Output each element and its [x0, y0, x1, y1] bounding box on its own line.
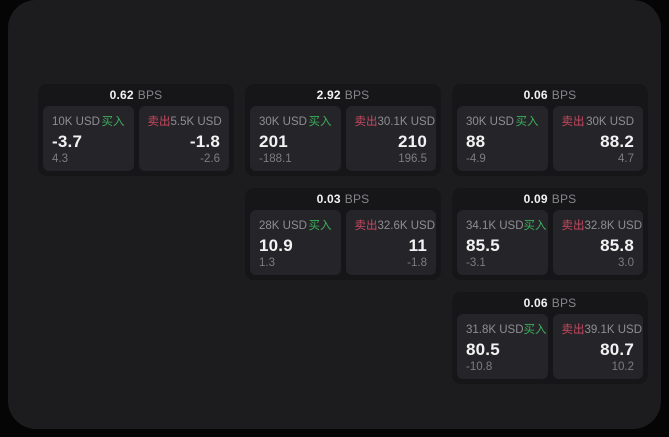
- card-header: 2.92 BPS: [250, 84, 436, 106]
- sell-amount: 5.5K USD: [170, 116, 222, 128]
- buy-panel[interactable]: 34.1K USD 买入 85.5 -3.1: [457, 210, 548, 275]
- bps-unit-label: BPS: [551, 296, 577, 310]
- sell-delta: 196.5: [398, 152, 427, 165]
- bps-value: 0.62: [109, 88, 134, 102]
- buy-delta: 4.3: [52, 152, 68, 165]
- buy-panel[interactable]: 10K USD 买入 -3.7 4.3: [43, 106, 134, 171]
- sell-side-label: 卖出: [561, 220, 585, 232]
- buy-delta: 1.3: [259, 256, 275, 269]
- buy-amount: 10K USD: [52, 116, 100, 128]
- price-panels: 30K USD 买入 88 -4.9 卖出 30K USD 88.2 4.7: [457, 106, 643, 171]
- card-header: 0.06 BPS: [457, 292, 643, 314]
- buy-price: 88: [466, 131, 486, 151]
- buy-amount: 30K USD: [466, 116, 514, 128]
- buy-panel[interactable]: 28K USD 买入 10.9 1.3: [250, 210, 341, 275]
- sell-price: 80.7: [600, 339, 634, 359]
- price-panels: 28K USD 买入 10.9 1.3 卖出 32.6K USD 11 -1.8: [250, 210, 436, 275]
- sell-panel[interactable]: 卖出 32.8K USD 85.8 3.0: [552, 210, 643, 275]
- buy-side-label: 买入: [523, 324, 547, 336]
- bps-value: 0.06: [523, 88, 548, 102]
- quote-card: 2.92 BPS 30K USD 买入 201 -188.1 卖出 30.1K …: [245, 84, 441, 176]
- sell-price: 11: [408, 235, 427, 255]
- card-header: 0.06 BPS: [457, 84, 643, 106]
- buy-price: 10.9: [259, 235, 293, 255]
- buy-side-label: 买入: [308, 220, 332, 232]
- quote-card: 0.09 BPS 34.1K USD 买入 85.5 -3.1 卖出 32.8K…: [452, 188, 648, 280]
- sell-side-label: 卖出: [354, 116, 378, 128]
- buy-delta: -10.8: [466, 360, 493, 373]
- sell-panel[interactable]: 卖出 5.5K USD -1.8 -2.6: [138, 106, 229, 171]
- quote-card: 0.62 BPS 10K USD 买入 -3.7 4.3 卖出 5.5K USD: [38, 84, 234, 176]
- buy-price: 80.5: [466, 339, 500, 359]
- bps-unit-label: BPS: [344, 88, 370, 102]
- sell-panel[interactable]: 卖出 32.6K USD 11 -1.8: [345, 210, 436, 275]
- buy-price: -3.7: [52, 131, 83, 151]
- card-header: 0.62 BPS: [43, 84, 229, 106]
- buy-panel[interactable]: 30K USD 买入 88 -4.9: [457, 106, 548, 171]
- sell-delta: -1.8: [407, 256, 427, 269]
- sell-delta: 4.7: [618, 152, 634, 165]
- sell-panel[interactable]: 卖出 30.1K USD 210 196.5: [345, 106, 436, 171]
- quote-card-grid: 0.62 BPS 10K USD 买入 -3.7 4.3 卖出 5.5K USD: [38, 84, 648, 384]
- buy-amount: 34.1K USD: [466, 220, 524, 232]
- price-panels: 30K USD 买入 201 -188.1 卖出 30.1K USD 210 1…: [250, 106, 436, 171]
- sell-side-label: 卖出: [147, 116, 171, 128]
- sell-delta: 10.2: [611, 360, 634, 373]
- price-panels: 34.1K USD 买入 85.5 -3.1 卖出 32.8K USD 85.8…: [457, 210, 643, 275]
- bps-unit-label: BPS: [344, 192, 370, 206]
- quote-card: 0.03 BPS 28K USD 买入 10.9 1.3 卖出 32.6K US…: [245, 188, 441, 280]
- sell-side-label: 卖出: [354, 220, 378, 232]
- bps-value: 2.92: [316, 88, 341, 102]
- buy-panel[interactable]: 31.8K USD 买入 80.5 -10.8: [457, 314, 548, 379]
- buy-delta: -3.1: [466, 256, 486, 269]
- buy-delta: -188.1: [259, 152, 292, 165]
- card-header: 0.09 BPS: [457, 188, 643, 210]
- quote-card: 0.06 BPS 31.8K USD 买入 80.5 -10.8 卖出 39.1…: [452, 292, 648, 384]
- buy-side-label: 买入: [515, 116, 539, 128]
- sell-price: 85.8: [600, 235, 634, 255]
- sell-amount: 32.6K USD: [377, 220, 436, 232]
- bps-unit-label: BPS: [137, 88, 163, 102]
- app-window: 0.62 BPS 10K USD 买入 -3.7 4.3 卖出 5.5K USD: [8, 0, 661, 429]
- buy-side-label: 买入: [523, 220, 547, 232]
- sell-panel[interactable]: 卖出 30K USD 88.2 4.7: [552, 106, 643, 171]
- sell-price: 210: [398, 131, 427, 151]
- sell-amount: 30K USD: [586, 116, 634, 128]
- quote-card: 0.06 BPS 30K USD 买入 88 -4.9 卖出 30K USD: [452, 84, 648, 176]
- bps-value: 0.09: [523, 192, 548, 206]
- sell-delta: 3.0: [618, 256, 634, 269]
- buy-side-label: 买入: [308, 116, 332, 128]
- bps-unit-label: BPS: [551, 88, 577, 102]
- buy-price: 85.5: [466, 235, 500, 255]
- sell-amount: 32.8K USD: [584, 220, 643, 232]
- sell-panel[interactable]: 卖出 39.1K USD 80.7 10.2: [552, 314, 643, 379]
- price-panels: 10K USD 买入 -3.7 4.3 卖出 5.5K USD -1.8 -2.…: [43, 106, 229, 171]
- sell-price: -1.8: [189, 131, 220, 151]
- price-panels: 31.8K USD 买入 80.5 -10.8 卖出 39.1K USD 80.…: [457, 314, 643, 379]
- sell-amount: 30.1K USD: [377, 116, 436, 128]
- sell-price: 88.2: [600, 131, 634, 151]
- buy-amount: 31.8K USD: [466, 324, 524, 336]
- buy-amount: 28K USD: [259, 220, 307, 232]
- bps-value: 0.06: [523, 296, 548, 310]
- sell-side-label: 卖出: [561, 116, 585, 128]
- buy-amount: 30K USD: [259, 116, 307, 128]
- card-header: 0.03 BPS: [250, 188, 436, 210]
- buy-delta: -4.9: [466, 152, 486, 165]
- buy-price: 201: [259, 131, 288, 151]
- sell-amount: 39.1K USD: [584, 324, 643, 336]
- buy-side-label: 买入: [101, 116, 125, 128]
- buy-panel[interactable]: 30K USD 买入 201 -188.1: [250, 106, 341, 171]
- sell-side-label: 卖出: [561, 324, 585, 336]
- sell-delta: -2.6: [200, 152, 220, 165]
- bps-value: 0.03: [316, 192, 341, 206]
- bps-unit-label: BPS: [551, 192, 577, 206]
